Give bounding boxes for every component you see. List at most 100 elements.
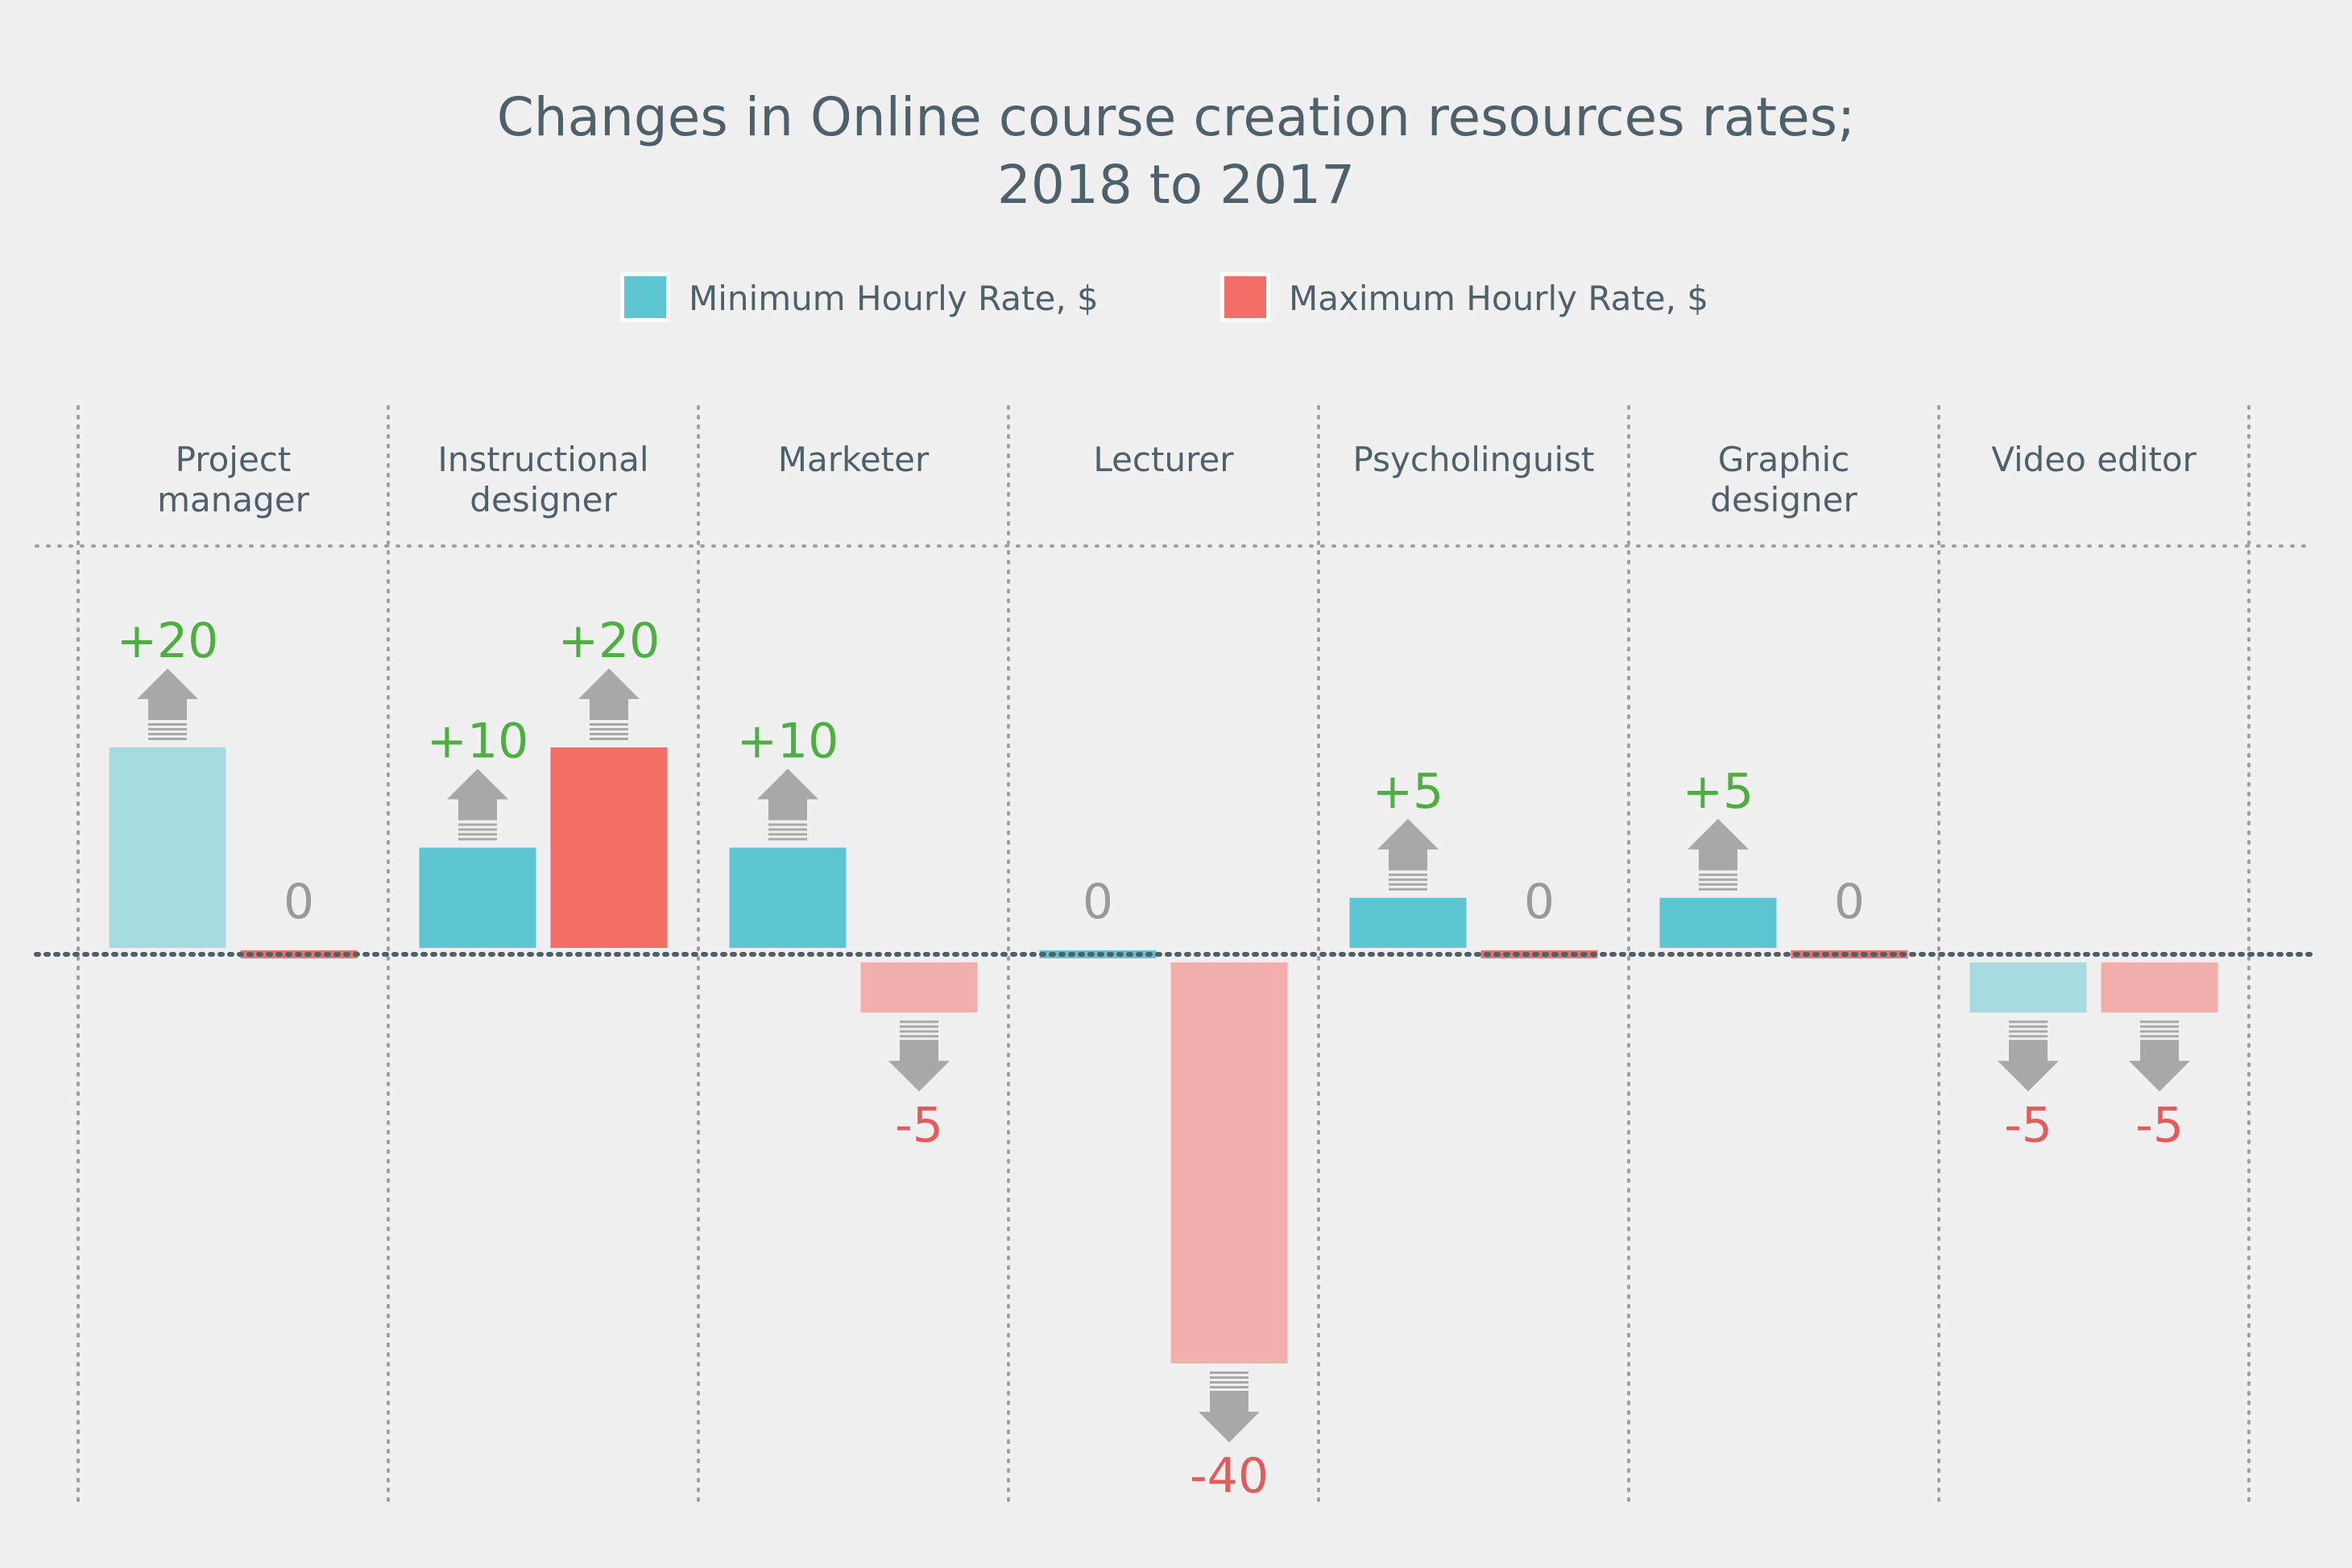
arrow-stripe — [2009, 1025, 2048, 1028]
arrow-stripe — [1699, 878, 1737, 881]
legend-swatch-max — [1224, 276, 1266, 318]
arrow-head — [137, 668, 198, 699]
bar — [860, 962, 978, 1013]
arrow-body — [148, 697, 187, 720]
arrow-stripe — [1699, 883, 1737, 886]
arrow-head — [1687, 818, 1749, 850]
arrow-stripe — [148, 728, 187, 730]
arrow-stripe — [590, 738, 628, 740]
arrow-stripe — [2009, 1035, 2048, 1038]
arrow-stripe — [1389, 878, 1427, 881]
arrow-stripe — [1699, 887, 1737, 891]
legend-label: Minimum Hourly Rate, $ — [689, 279, 1099, 318]
arrow-stripe — [900, 1030, 938, 1033]
data-label: +10 — [737, 714, 839, 770]
category-label: designer — [470, 480, 617, 519]
arrow-stripe — [1210, 1376, 1248, 1379]
bars-layer — [34, 747, 2314, 1363]
bar-zero — [1791, 950, 1908, 958]
arrow-stripe — [1699, 873, 1737, 876]
arrow-stripe — [458, 838, 497, 841]
arrow-stripe — [458, 828, 497, 831]
category-label: Video editor — [1991, 440, 2197, 479]
arrow-body — [768, 797, 807, 821]
data-label: -5 — [2135, 1097, 2184, 1153]
data-label: 0 — [1524, 874, 1555, 930]
arrow-stripe — [900, 1035, 938, 1038]
arrow-stripe — [148, 738, 187, 740]
arrow-head — [2129, 1061, 2190, 1092]
data-label: 0 — [1083, 874, 1113, 930]
arrow-stripe — [458, 823, 497, 826]
arrow-stripe — [2140, 1035, 2179, 1038]
legend-label: Maximum Hourly Rate, $ — [1289, 279, 1708, 318]
arrows-layer — [137, 668, 2190, 1442]
arrow-body — [1699, 847, 1737, 871]
title-line: 2018 to 2017 — [997, 154, 1355, 216]
arrow-head — [1377, 818, 1439, 850]
legend: Minimum Hourly Rate, $ Maximum Hourly Rat… — [620, 272, 1708, 322]
data-label: 0 — [284, 874, 314, 930]
arrow-stripe — [590, 728, 628, 730]
arrow-head — [888, 1061, 950, 1092]
category-label: Lecturer — [1093, 440, 1234, 479]
category-label: designer — [1710, 480, 1857, 519]
data-label: +5 — [1683, 763, 1754, 820]
category-label: Psycholinguist — [1353, 440, 1595, 479]
arrow-stripe — [1210, 1381, 1248, 1384]
arrow-stripe — [1210, 1371, 1248, 1374]
arrow-stripe — [900, 1020, 938, 1024]
category-label: Instructional — [437, 440, 648, 479]
arrow-body — [900, 1040, 938, 1063]
data-label: 0 — [1834, 874, 1865, 930]
down-arrow-icon — [1199, 1371, 1260, 1442]
arrow-head — [447, 768, 508, 800]
arrow-stripe — [900, 1025, 938, 1028]
arrow-body — [590, 697, 628, 720]
chart-title: Changes in Online course creation resour… — [497, 86, 1856, 216]
arrow-stripe — [768, 833, 807, 836]
arrow-stripe — [1389, 883, 1427, 886]
bar — [1349, 897, 1467, 948]
arrow-stripe — [2140, 1020, 2179, 1024]
arrow-head — [1998, 1061, 2059, 1092]
down-arrow-icon — [888, 1020, 950, 1092]
arrow-stripe — [2140, 1030, 2179, 1033]
arrow-stripe — [1389, 887, 1427, 891]
down-arrow-icon — [2129, 1020, 2190, 1092]
bar — [2101, 962, 2218, 1013]
data-label: -5 — [2004, 1097, 2052, 1153]
arrow-stripe — [2009, 1030, 2048, 1033]
arrow-stripe — [590, 723, 628, 726]
title-line: Changes in Online course creation resour… — [497, 86, 1856, 148]
up-arrow-icon — [137, 668, 198, 740]
arrow-body — [2009, 1040, 2048, 1063]
arrow-head — [578, 668, 640, 699]
bar — [1659, 897, 1777, 948]
data-label: +5 — [1373, 763, 1443, 820]
arrow-body — [1389, 847, 1427, 871]
arrow-stripe — [768, 823, 807, 826]
data-label: +10 — [427, 714, 529, 770]
bar — [1969, 962, 2087, 1013]
data-label: -5 — [895, 1097, 943, 1153]
up-arrow-icon — [578, 668, 640, 740]
arrow-head — [1199, 1412, 1260, 1442]
data-label: -40 — [1190, 1448, 1269, 1504]
category-label: manager — [157, 480, 310, 519]
bar — [109, 747, 226, 948]
legend-swatch-min — [624, 276, 666, 318]
arrow-head — [757, 768, 818, 800]
arrow-stripe — [2009, 1020, 2048, 1024]
data-label: +20 — [117, 613, 219, 669]
arrow-stripe — [2140, 1025, 2179, 1028]
arrow-stripe — [148, 733, 187, 735]
bar — [729, 847, 847, 948]
arrow-stripe — [1389, 873, 1427, 876]
up-arrow-icon — [1687, 818, 1749, 891]
bar — [419, 847, 536, 948]
arrow-stripe — [458, 833, 497, 836]
arrow-stripe — [768, 828, 807, 831]
arrow-stripe — [1210, 1386, 1248, 1388]
